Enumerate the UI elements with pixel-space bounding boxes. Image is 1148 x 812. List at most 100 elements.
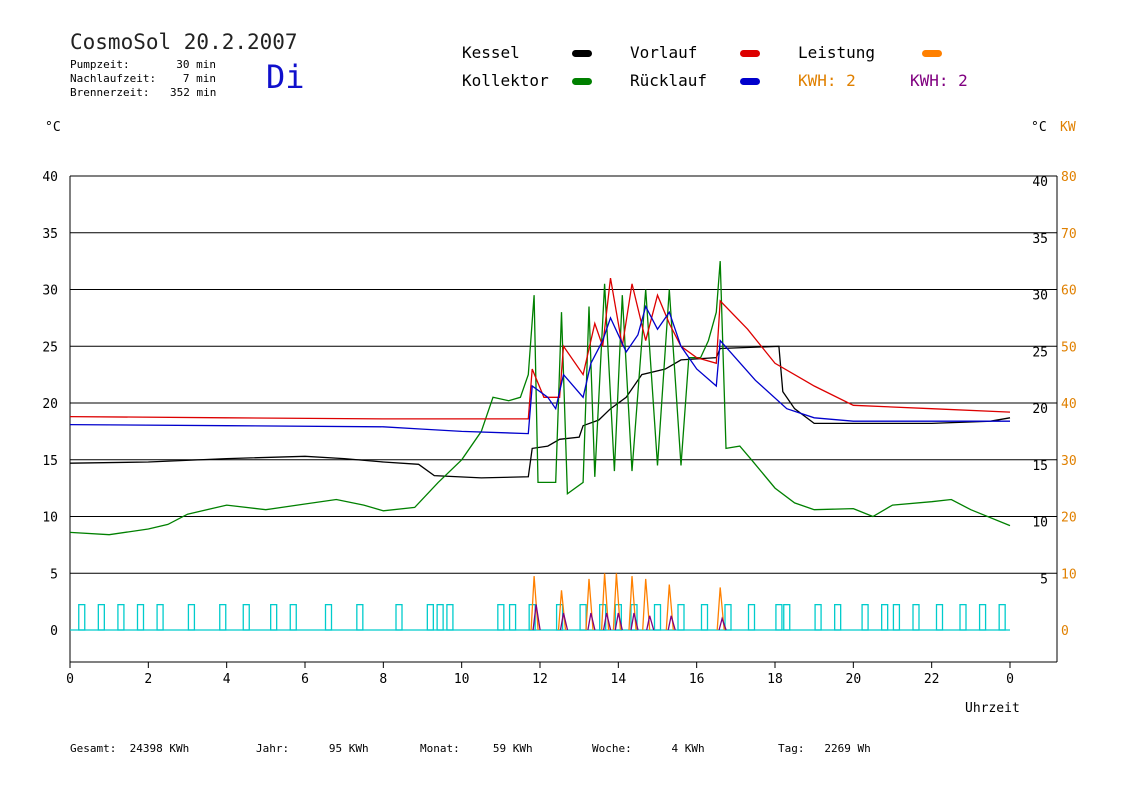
pump-on-marker [912,604,920,631]
footer-monat: Monat: 59 KWh [420,742,533,755]
series-line-rcklauf [69,304,1010,435]
y-tick-label-right-celsius: 20 [1032,402,1048,417]
x-tick-label: 16 [689,672,705,687]
legend-ruecklauf-label: Rücklauf [630,71,708,90]
right-axis-unit-celsius: °C [1031,120,1047,135]
power-spike-kwh [532,604,541,631]
pump-on-marker [97,604,105,631]
y-tick-label-right-kw: 40 [1061,397,1077,412]
pump-on-marker [998,604,1006,631]
legend-kwh-purple: KWH: 2 [910,71,968,90]
footer-gesamt-label: Gesamt: [70,742,117,755]
pump-on-marker [775,604,783,631]
pump-on-marker [892,604,901,631]
pump-on-marker [814,604,822,631]
pump-on-marker [219,604,227,631]
footer-woche-label: Woche: [592,742,632,755]
pump-on-marker [724,604,732,631]
y-tick-label-right-kw: 0 [1061,624,1069,639]
legend-vorlauf-label: Vorlauf [630,43,698,62]
pump-on-marker [117,604,125,631]
y-tick-label-right-celsius: 5 [1040,572,1048,587]
y-tick-label-right-kw: 60 [1061,284,1077,299]
brennerzeit-row: Brennerzeit: 352 min [70,86,216,99]
power-spike-leistung [612,573,622,631]
pump-on-marker [242,604,250,631]
x-tick-label: 8 [379,672,387,687]
power-spike-kwh [602,612,612,631]
y-tick-label-left: 30 [42,284,58,299]
nachlaufzeit-label: Nachlaufzeit: [70,72,157,85]
pump-on-marker [289,604,297,631]
footer-tag: Tag: 2269 Wh [778,742,871,755]
footer-woche: Woche: 4 KWh [592,742,705,755]
pump-on-marker [959,604,967,631]
x-tick-label: 4 [223,672,231,687]
power-spike-leistung [665,584,674,631]
nachlaufzeit-value: 7 min [182,72,216,85]
pump-on-marker [700,604,709,631]
y-tick-label-left: 5 [50,567,58,582]
footer-jahr: Jahr: 95 KWh [256,742,369,755]
pumpzeit-row: Pumpzeit: 30 min [70,58,216,71]
y-tick-label-left: 15 [42,454,58,469]
legend-leistung-label: Leistung [798,43,876,62]
footer-woche-value: 4 KWh [671,742,705,755]
power-spike-leistung [628,576,637,631]
y-tick-label-right-celsius: 15 [1032,459,1048,474]
legend-vorlauf-swatch [740,50,760,57]
pump-on-marker [324,604,333,631]
pump-on-marker [436,604,444,631]
power-spike-leistung [600,573,610,631]
legend-ruecklauf-swatch [740,78,760,85]
x-tick-label: 14 [611,672,627,687]
pump-on-marker [677,604,685,631]
y-tick-label-right-celsius: 35 [1032,232,1048,247]
power-spike-leistung [585,578,594,631]
pump-on-marker [426,604,434,631]
pump-on-marker [395,604,403,631]
x-tick-label: 22 [924,672,940,687]
y-tick-label-right-kw: 70 [1061,227,1077,242]
pump-on-marker [508,604,517,631]
right-axis-unit-kw: KW [1060,120,1076,135]
power-spike-kwh [614,612,623,631]
x-tick-label: 18 [767,672,783,687]
y-tick-label-right-kw: 20 [1061,511,1077,526]
x-tick-label: 0 [66,672,74,687]
x-tick-label: 10 [454,672,470,687]
nachlaufzeit-row: Nachlaufzeit: 7 min [70,72,216,85]
y-tick-label-left: 20 [42,397,58,412]
weekday-label: Di [266,58,305,96]
legend-kollektor-swatch [572,78,592,85]
pump-on-marker [881,604,889,631]
pump-on-marker [579,604,587,631]
pump-on-marker [978,604,987,631]
y-tick-label-left: 10 [42,511,58,526]
power-spike-kwh [667,615,676,631]
pump-on-marker [747,604,756,631]
pump-on-marker [187,604,196,631]
tick-labels: 0510152025303540510152025303540010203040… [42,170,1076,687]
chart-title: CosmoSol 20.2.2007 [70,30,298,54]
pump-on-marker [356,604,364,631]
series-lines [69,261,1011,631]
pump-on-marker [156,604,164,631]
x-tick-label: 0 [1006,672,1014,687]
legend-kessel-label: Kessel [462,43,520,62]
y-tick-label-left: 35 [42,227,58,242]
footer-monat-label: Monat: [420,742,460,755]
x-axis-label: Uhrzeit [965,701,1020,716]
power-spike-kwh [646,615,655,631]
pump-on-marker [446,604,454,631]
x-tick-label: 20 [846,672,862,687]
y-tick-label-left: 25 [42,340,58,355]
pump-on-marker [270,604,278,631]
power-spike-kwh [718,616,727,631]
footer-tag-value: 2269 Wh [824,742,871,755]
brennerzeit-value: 352 min [170,86,217,99]
x-tick-label: 2 [144,672,152,687]
footer-jahr-value: 95 KWh [328,742,369,755]
power-spike-kwh [559,612,569,631]
